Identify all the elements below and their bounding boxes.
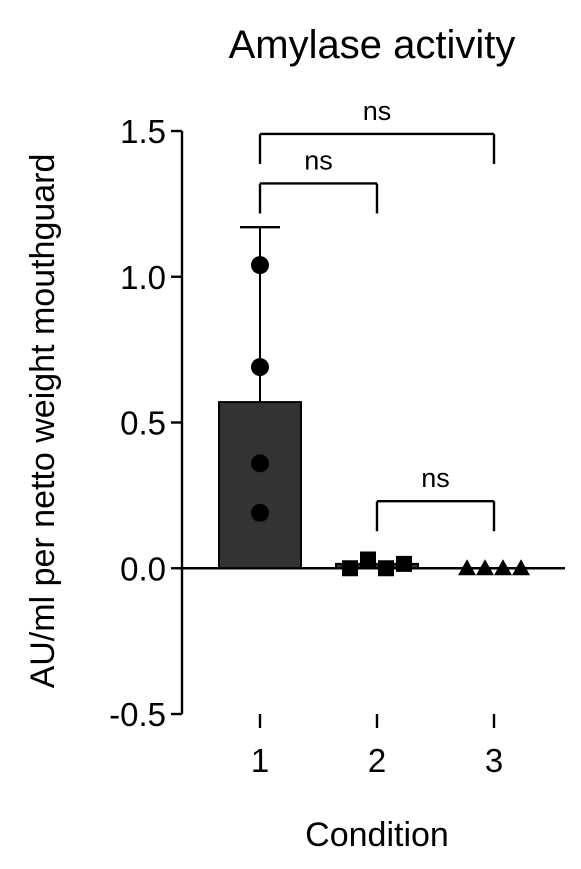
data-point — [396, 555, 412, 572]
data-point — [378, 560, 394, 577]
y-axis-label: AU/ml per netto weight mouthguard — [24, 154, 62, 689]
x-tick-label: 1 — [251, 742, 269, 779]
data-point — [360, 551, 376, 568]
x-tick-label: 2 — [368, 742, 386, 779]
chart-title: Amylase activity — [229, 23, 516, 67]
data-point — [494, 559, 512, 576]
y-tick-label: 1.0 — [120, 259, 166, 296]
data-point — [251, 358, 269, 377]
data-point — [251, 256, 269, 275]
x-axis-label: Condition — [305, 816, 449, 854]
bar-condition-1 — [218, 401, 302, 570]
x-tick-label: 3 — [485, 742, 503, 779]
data-point — [251, 503, 269, 522]
y-tick-label: 0.0 — [120, 550, 166, 587]
data-point — [512, 559, 530, 576]
y-tick-label: 1.5 — [120, 113, 166, 150]
bar-condition-2 — [335, 562, 419, 570]
y-tick-label: -0.5 — [109, 696, 166, 733]
data-point — [476, 559, 494, 576]
significance-label: ns — [363, 96, 392, 126]
data-point — [251, 454, 269, 473]
data-point — [342, 560, 358, 577]
significance-label: ns — [304, 145, 333, 175]
significance-label: ns — [421, 463, 450, 493]
data-point — [458, 559, 476, 576]
y-tick-label: 0.5 — [120, 405, 166, 442]
